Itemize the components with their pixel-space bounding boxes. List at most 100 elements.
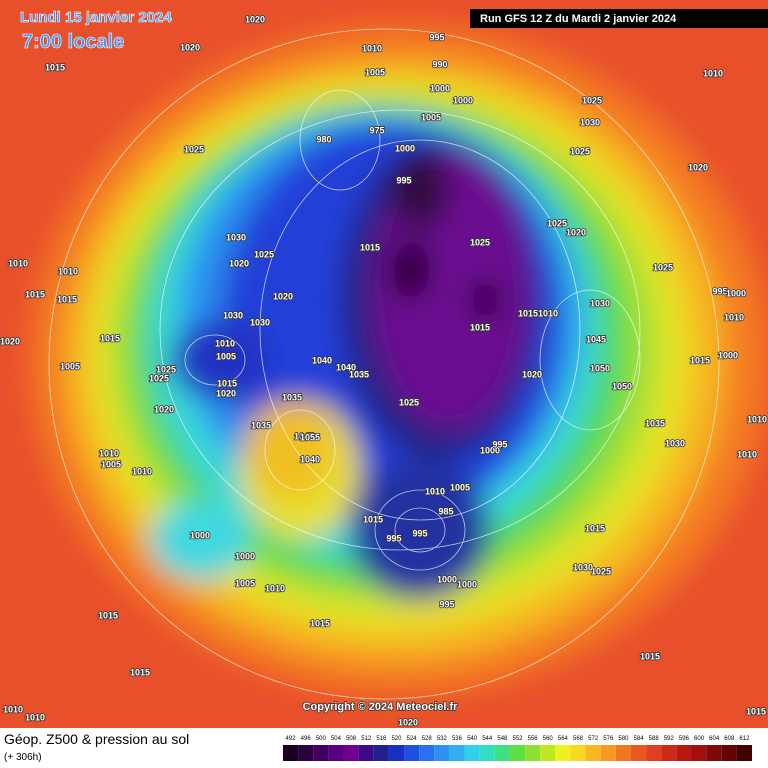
scale-label: 496: [301, 736, 312, 742]
pressure-label: 1010: [8, 258, 28, 268]
pressure-label: 1005: [450, 482, 470, 492]
scale-swatch: [494, 745, 510, 761]
scale-swatch: [661, 745, 677, 761]
pressure-label: 1000: [718, 350, 738, 360]
scale-label: 588: [649, 736, 660, 742]
pressure-label: 1025: [591, 566, 611, 576]
scale-swatch: [646, 745, 662, 761]
scale-label: 500: [316, 736, 327, 742]
pressure-label: 1045: [586, 334, 606, 344]
pressure-label: 995: [412, 528, 427, 538]
scale-label: 516: [376, 736, 387, 742]
scale-label: 564: [558, 736, 569, 742]
scale-label: 504: [331, 736, 342, 742]
pressure-label: 1015: [470, 322, 490, 332]
run-banner: [470, 9, 768, 28]
pressure-label: 1045: [294, 431, 314, 441]
scale-label: 584: [634, 736, 645, 742]
scale-swatch: [570, 745, 586, 761]
pressure-label: 1010: [362, 43, 382, 53]
scale-swatch: [600, 745, 616, 761]
scale-swatch: [298, 745, 314, 761]
pressure-label: 1015: [98, 610, 118, 620]
pressure-label: 1015: [57, 294, 77, 304]
pressure-label: 1030: [665, 438, 685, 448]
pressure-label: 1025: [156, 364, 176, 374]
copyright: Copyright © 2024 Meteociel.fr: [303, 701, 459, 713]
pressure-label: 995: [439, 599, 454, 609]
pressure-label: 1010: [25, 712, 45, 722]
pressure-label: 1000: [190, 530, 210, 540]
pressure-label: 1040: [300, 454, 320, 464]
pressure-label: 1015: [585, 523, 605, 533]
pressure-label: 1025: [547, 218, 567, 228]
pressure-label: 1005: [60, 361, 80, 371]
pressure-label: 995: [429, 32, 444, 42]
pressure-label: 1030: [250, 317, 270, 327]
scale-swatch: [434, 745, 450, 761]
pressure-label: 1000: [457, 579, 477, 589]
pressure-label: 1000: [235, 551, 255, 561]
scale-swatch: [419, 745, 435, 761]
scale-label: 536: [452, 736, 463, 742]
pressure-label: 1010: [99, 448, 119, 458]
pressure-label: 1010: [737, 449, 757, 459]
scale-swatch: [373, 745, 389, 761]
pressure-label: 1050: [590, 363, 610, 373]
pressure-label: 1025: [470, 237, 490, 247]
pressure-label: 1010: [265, 583, 285, 593]
scale-label: 608: [724, 736, 735, 742]
pressure-label: 1020: [0, 336, 20, 346]
scale-swatch: [615, 745, 631, 761]
pressure-label: 1020: [229, 258, 249, 268]
scale-swatch: [676, 745, 692, 761]
pressure-label: 1025: [399, 397, 419, 407]
scale-swatch: [358, 745, 374, 761]
pressure-label: 1035: [251, 420, 271, 430]
pressure-label: 1000: [726, 288, 746, 298]
scale-label: 540: [467, 736, 478, 742]
pressure-label: 1015: [360, 242, 380, 252]
pressure-label: 1025: [149, 373, 169, 383]
pressure-label: 1030: [580, 117, 600, 127]
pressure-label: 1015: [363, 514, 383, 524]
pressure-label: 1010: [58, 266, 78, 276]
pressure-label: 1035: [645, 418, 665, 428]
pressure-label: 1000: [480, 445, 500, 455]
pressure-label: 1025: [582, 95, 602, 105]
scale-swatch: [479, 745, 495, 761]
pressure-label: 1020: [398, 717, 418, 727]
pressure-label: 1005: [101, 459, 121, 469]
time-title: 7:00 locale: [22, 31, 124, 53]
scale-label: 572: [588, 736, 599, 742]
scale-swatch: [464, 745, 480, 761]
pressure-label: 990: [432, 59, 447, 69]
scale-swatch: [630, 745, 647, 761]
pressure-label: 1050: [612, 381, 632, 391]
scale-swatch: [388, 745, 405, 761]
pressure-label: 985: [438, 506, 453, 516]
pressure-label: 1020: [245, 14, 265, 24]
pressure-label: 1025: [184, 144, 204, 154]
pressure-label: 1010: [132, 466, 152, 476]
pressure-label: 1005: [216, 351, 236, 361]
pressure-label: 995: [386, 533, 401, 543]
pressure-label: 1030: [573, 562, 593, 572]
pressure-label: 1000: [430, 83, 450, 93]
pressure-label: 1010: [425, 486, 445, 496]
pressure-label: 1015: [746, 706, 766, 716]
pressure-label: 1040: [336, 362, 356, 372]
scale-label: 612: [739, 736, 750, 742]
scale-label: 600: [694, 736, 705, 742]
scale-swatch: [721, 745, 737, 761]
pressure-label: 1020: [216, 388, 236, 398]
pressure-labels: 1020102010151010995990100510001000100597…: [0, 14, 768, 729]
scale-label: 592: [664, 736, 675, 742]
scale-swatch: [404, 745, 420, 761]
scale-label: 596: [679, 736, 690, 742]
scale-swatch: [691, 745, 707, 761]
scale-swatch: [313, 745, 329, 761]
scale-swatch: [736, 745, 752, 761]
pressure-label: 1005: [421, 112, 441, 122]
